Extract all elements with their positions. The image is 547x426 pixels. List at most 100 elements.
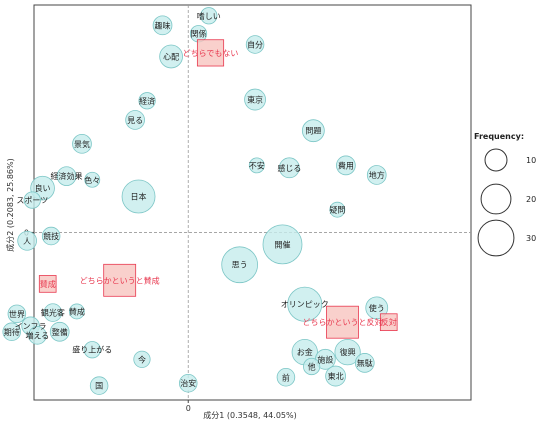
legend-circle	[477, 219, 515, 257]
word-bubble	[43, 303, 63, 322]
word-bubble	[329, 201, 346, 218]
word-label: 色々	[84, 175, 100, 185]
word-bubble	[221, 246, 258, 284]
category-marker	[326, 305, 359, 339]
word-label: 問題	[305, 127, 321, 136]
word-bubble	[245, 35, 265, 54]
word-bubble	[17, 230, 37, 251]
category-marker	[196, 39, 225, 67]
category-marker	[38, 275, 57, 293]
category-label: 反対	[381, 317, 397, 327]
word-label: 整備	[52, 327, 68, 337]
word-label: 施設	[317, 354, 333, 364]
category-label: どちらかというと反対	[302, 317, 382, 327]
word-bubble	[248, 157, 265, 174]
word-label: 良い	[35, 183, 51, 193]
category-marker	[103, 263, 137, 297]
word-bubble	[68, 303, 85, 320]
word-label: 景気	[74, 139, 90, 149]
category-label: どちらかというと賛成	[80, 275, 160, 285]
word-label: 今	[138, 354, 146, 364]
word-label: 競技	[43, 231, 59, 241]
word-bubble	[200, 7, 218, 25]
word-label: 観光客	[41, 308, 65, 318]
word-label: 治安	[180, 378, 196, 388]
x-axis-title: 成分1 (0.3548, 44.05%)	[203, 410, 296, 420]
word-bubble	[84, 171, 101, 188]
word-label: 東京	[247, 95, 263, 105]
word-label: インフラ	[15, 322, 47, 331]
word-bubble	[138, 92, 156, 110]
word-bubble	[178, 373, 198, 393]
word-bubble	[365, 296, 389, 320]
y-axis-title: 成分2 (0.2083, 25.86%)	[5, 158, 15, 251]
legend-label: 30	[526, 234, 536, 243]
word-bubble	[278, 157, 300, 179]
word-bubble	[7, 304, 27, 324]
word-label: 関係	[191, 30, 207, 39]
word-bubble	[2, 322, 21, 342]
word-label: 感じる	[277, 163, 301, 173]
word-label: 自分	[247, 40, 263, 50]
word-label: 地方	[369, 170, 385, 180]
word-bubble	[83, 341, 101, 359]
word-bubble	[28, 326, 47, 345]
word-label: 見る	[127, 116, 143, 125]
word-label: 趣味	[155, 20, 171, 30]
word-label: 使う	[369, 303, 385, 313]
category-label: 賛成	[40, 279, 56, 289]
x-ticks: 0	[186, 400, 191, 413]
word-label: 不安	[249, 160, 265, 170]
word-label: 国	[95, 382, 103, 391]
word-label: 東北	[328, 371, 344, 381]
word-label: 期待	[4, 327, 20, 337]
word-label: お金	[297, 347, 313, 357]
word-label: 他	[308, 361, 316, 371]
word-bubble	[152, 15, 173, 36]
word-bubble	[287, 286, 323, 322]
legend-title: Frequency:	[474, 132, 524, 141]
word-bubble	[159, 44, 183, 69]
word-label: 増える	[26, 330, 50, 340]
word-bubble	[276, 368, 296, 387]
word-bubble	[301, 119, 325, 143]
word-bubble	[121, 179, 156, 214]
word-label: 経済	[139, 96, 155, 106]
category-marker	[379, 313, 398, 331]
word-label: 日本	[131, 192, 147, 202]
legend-circle	[480, 183, 512, 215]
word-bubble	[133, 350, 151, 368]
word-label: スポーツ	[16, 196, 48, 205]
plot-frame	[33, 4, 472, 401]
word-bubble	[336, 155, 356, 176]
category-label: どちらでもない	[183, 49, 239, 58]
x-tick-label: 0	[186, 404, 191, 413]
word-label: 疑問	[329, 205, 345, 215]
word-label: オリンピック	[281, 300, 329, 309]
word-bubble	[125, 110, 145, 130]
word-bubble	[366, 165, 387, 185]
word-bubble	[56, 166, 77, 187]
word-bubble	[262, 224, 303, 265]
word-label: 思う	[232, 261, 248, 270]
word-label: 世界	[9, 309, 25, 319]
word-label: 無駄	[357, 358, 373, 368]
word-bubble	[334, 338, 361, 366]
word-bubble	[325, 365, 347, 387]
legend: Frequency: 10 20 30	[474, 132, 536, 257]
word-label: 前	[282, 372, 290, 382]
word-bubble	[72, 134, 92, 154]
word-bubble	[89, 376, 109, 395]
word-label: 開催	[274, 239, 290, 249]
word-bubble	[303, 357, 321, 376]
word-label: 人	[23, 237, 31, 246]
word-label: 復興	[340, 347, 356, 357]
legend-circle	[484, 148, 508, 172]
legend-label: 20	[526, 195, 536, 204]
word-label: 嗜しい	[197, 11, 221, 21]
word-bubble	[244, 88, 266, 111]
word-bubble	[49, 321, 70, 342]
